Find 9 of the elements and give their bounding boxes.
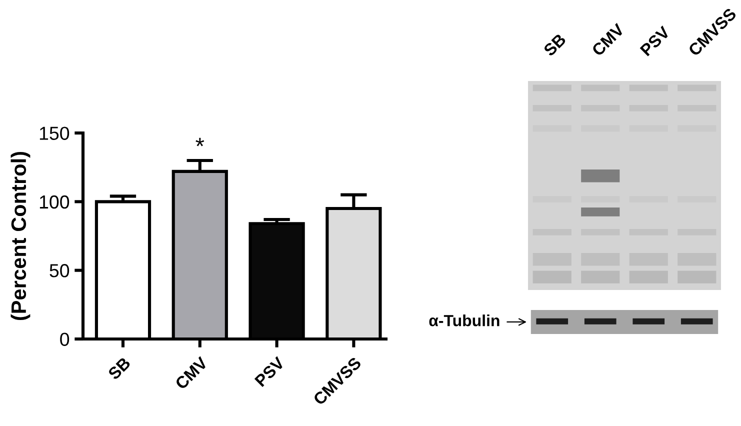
- y-tick-label: 0: [60, 332, 70, 346]
- y-tick-label: 100: [40, 195, 70, 209]
- y-tick-label: 150: [40, 126, 70, 140]
- text: α-Tubulin: [429, 314, 500, 326]
- annotation: *: [196, 138, 204, 146]
- y-axis-title: (Percent Control): [10, 152, 30, 320]
- x-tick-label: SB: [107, 356, 132, 380]
- y-tick-label: 50: [50, 264, 70, 278]
- category-label: SB: [542, 32, 567, 57]
